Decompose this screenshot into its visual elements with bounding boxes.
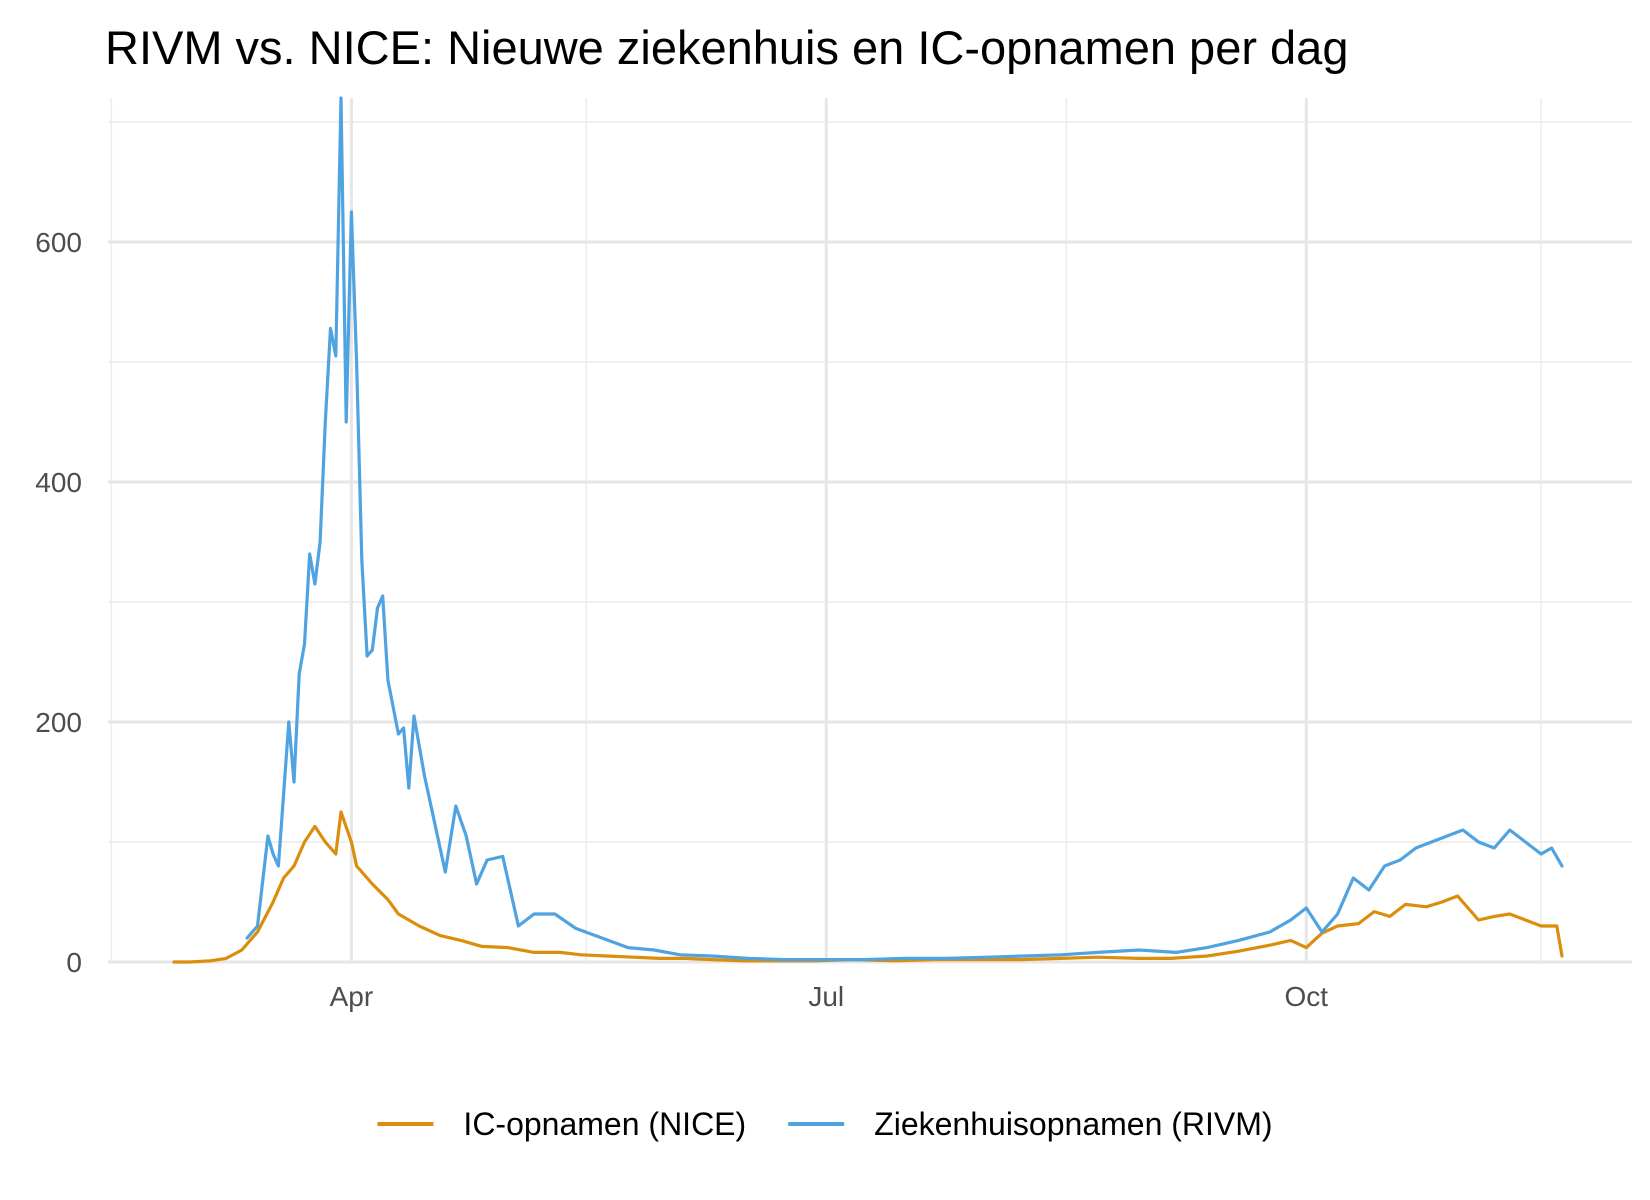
legend-label-0: IC-opnamen (NICE): [463, 1106, 746, 1142]
y-tick-label: 600: [35, 227, 82, 258]
x-tick-label: Jul: [808, 981, 844, 1012]
y-tick-label: 200: [35, 707, 82, 738]
series-lines: [172, 96, 1564, 964]
grid: [108, 98, 1632, 964]
legend: IC-opnamen (NICE) Ziekenhuisopnamen (RIVM…: [377, 1106, 1273, 1142]
x-tick-label: Apr: [330, 981, 374, 1012]
chart-title: RIVM vs. NICE: Nieuwe ziekenhuis en IC-o…: [105, 21, 1348, 74]
series-line-1: [245, 96, 1564, 962]
y-axis-ticks: 0 200 400 600: [35, 227, 82, 978]
x-axis-ticks: Apr Jul Oct: [330, 981, 1329, 1012]
series-line-0: [172, 810, 1564, 964]
legend-label-1: Ziekenhuisopnamen (RIVM): [874, 1106, 1272, 1142]
x-tick-label: Oct: [1285, 981, 1329, 1012]
y-tick-label: 400: [35, 467, 82, 498]
y-tick-label: 0: [66, 947, 82, 978]
